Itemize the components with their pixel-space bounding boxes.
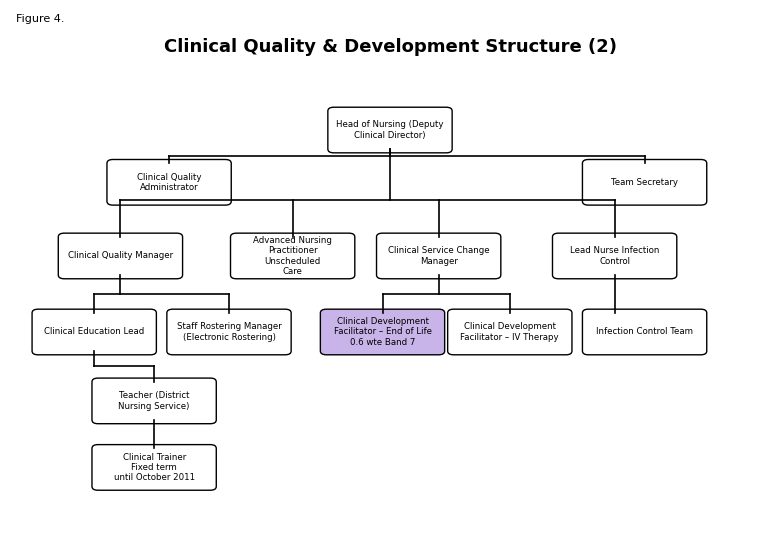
FancyBboxPatch shape bbox=[231, 233, 355, 279]
Text: Lead Nurse Infection
Control: Lead Nurse Infection Control bbox=[570, 246, 659, 266]
Text: Head of Nursing (Deputy
Clinical Director): Head of Nursing (Deputy Clinical Directo… bbox=[336, 120, 444, 140]
FancyBboxPatch shape bbox=[167, 309, 291, 355]
Text: Clinical Development
Facilitator – End of Life
0.6 wte Band 7: Clinical Development Facilitator – End o… bbox=[334, 317, 431, 347]
FancyBboxPatch shape bbox=[377, 233, 501, 279]
Text: Advanced Nursing
Practitioner
Unscheduled
Care: Advanced Nursing Practitioner Unschedule… bbox=[254, 236, 332, 276]
Text: Staff Rostering Manager
(Electronic Rostering): Staff Rostering Manager (Electronic Rost… bbox=[176, 322, 282, 342]
Text: Clinical Quality
Administrator: Clinical Quality Administrator bbox=[136, 173, 201, 192]
FancyBboxPatch shape bbox=[448, 309, 572, 355]
Text: Clinical Quality Manager: Clinical Quality Manager bbox=[68, 252, 173, 260]
FancyBboxPatch shape bbox=[583, 309, 707, 355]
FancyBboxPatch shape bbox=[328, 107, 452, 153]
FancyBboxPatch shape bbox=[32, 309, 156, 355]
FancyBboxPatch shape bbox=[58, 233, 183, 279]
Text: Clinical Service Change
Manager: Clinical Service Change Manager bbox=[388, 246, 490, 266]
Text: Team Secretary: Team Secretary bbox=[611, 178, 678, 187]
Text: Figure 4.: Figure 4. bbox=[16, 14, 64, 24]
Text: Clinical Trainer
Fixed term
until October 2011: Clinical Trainer Fixed term until Octobe… bbox=[114, 453, 195, 482]
Text: Clinical Development
Facilitator – IV Therapy: Clinical Development Facilitator – IV Th… bbox=[460, 322, 559, 342]
FancyBboxPatch shape bbox=[92, 378, 216, 424]
FancyBboxPatch shape bbox=[92, 444, 216, 490]
FancyBboxPatch shape bbox=[583, 159, 707, 205]
FancyBboxPatch shape bbox=[552, 233, 677, 279]
Text: Clinical Quality & Development Structure (2): Clinical Quality & Development Structure… bbox=[164, 38, 616, 56]
Text: Clinical Education Lead: Clinical Education Lead bbox=[44, 327, 144, 336]
FancyBboxPatch shape bbox=[107, 159, 231, 205]
Text: Teacher (District
Nursing Service): Teacher (District Nursing Service) bbox=[119, 391, 190, 410]
Text: Infection Control Team: Infection Control Team bbox=[596, 327, 693, 336]
FancyBboxPatch shape bbox=[321, 309, 445, 355]
